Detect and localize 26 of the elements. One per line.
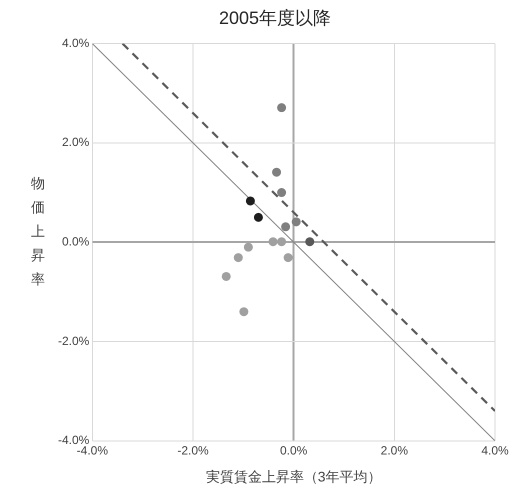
chart-title: 2005年度以降 bbox=[218, 8, 332, 28]
x-axis-title: 実質賃金上昇率（3年平均） bbox=[206, 468, 382, 484]
x-tick-label: 0.0% bbox=[280, 443, 308, 458]
point bbox=[272, 168, 282, 177]
y-tick-label: 0.0% bbox=[62, 234, 90, 249]
point bbox=[292, 217, 301, 226]
x-tick-label: 2.0% bbox=[380, 443, 408, 458]
y-tick-label: 4.0% bbox=[62, 36, 90, 50]
point bbox=[277, 188, 286, 198]
point bbox=[277, 103, 286, 112]
point bbox=[268, 237, 278, 246]
point bbox=[254, 212, 263, 222]
point bbox=[234, 253, 243, 262]
point bbox=[305, 237, 314, 246]
point bbox=[244, 242, 253, 252]
y-tick-label: -2.0% bbox=[58, 334, 90, 348]
point bbox=[281, 222, 290, 232]
x-tick-label: -2.0% bbox=[177, 443, 210, 458]
y-tick-label: 2.0% bbox=[62, 135, 90, 150]
x-tick-label: 4.0% bbox=[481, 443, 509, 458]
point bbox=[284, 253, 293, 262]
point bbox=[222, 272, 231, 281]
point bbox=[239, 307, 248, 316]
y-axis-title: 物価上昇率 bbox=[30, 175, 46, 290]
point bbox=[277, 237, 286, 246]
point bbox=[246, 196, 255, 206]
